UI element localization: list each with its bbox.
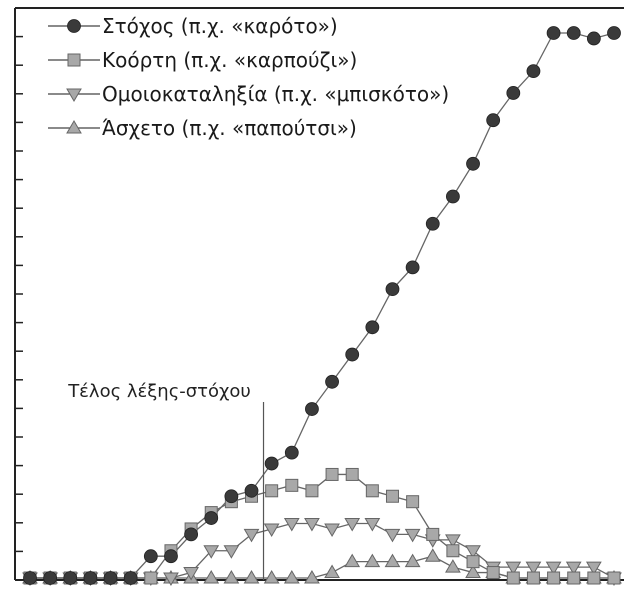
data-point (366, 321, 379, 334)
data-point (265, 571, 279, 583)
data-point (305, 403, 318, 416)
legend: Στόχος (π.χ. «καρότο») Κοόρτη (π.χ. «καρπ… (48, 14, 449, 140)
data-point (245, 571, 259, 583)
data-point (224, 571, 238, 583)
data-point (385, 555, 399, 567)
data-point (286, 479, 298, 491)
data-point (548, 572, 560, 584)
data-point (406, 261, 419, 274)
series-markers (23, 27, 621, 586)
data-point (446, 190, 459, 203)
data-point (467, 556, 479, 568)
data-point (487, 114, 500, 127)
data-point (487, 567, 499, 579)
data-point (224, 546, 238, 558)
data-point (64, 572, 77, 585)
data-point (245, 484, 258, 497)
data-point (345, 555, 359, 567)
data-point (346, 348, 359, 361)
data-point (426, 549, 440, 561)
data-point (365, 555, 379, 567)
data-point (366, 485, 378, 497)
data-point (547, 27, 560, 40)
legend-entry-label: Άσχετο (π.χ. «παπούτσι») (102, 116, 357, 140)
data-point (185, 528, 198, 541)
legend-entry-label: Ομοιοκαταληξία (π.χ. «μπισκότο») (102, 82, 449, 106)
data-point (285, 571, 299, 583)
data-point (567, 27, 580, 40)
data-point (427, 528, 439, 540)
data-point (587, 32, 600, 45)
legend-marker (67, 89, 81, 101)
series-line (30, 524, 614, 579)
data-point (225, 490, 238, 503)
series-lines (30, 33, 614, 578)
data-point (44, 572, 57, 585)
data-point (527, 65, 540, 78)
data-point (325, 566, 339, 578)
data-point (145, 572, 157, 584)
data-point (326, 375, 339, 388)
data-point (205, 512, 218, 525)
data-point (285, 446, 298, 459)
data-point (346, 468, 358, 480)
legend-marker (67, 121, 81, 133)
legend-marker (68, 20, 81, 33)
data-point (164, 550, 177, 563)
data-point (84, 572, 97, 585)
data-point (608, 27, 621, 40)
data-point (306, 485, 318, 497)
data-point (507, 572, 519, 584)
data-point (447, 545, 459, 557)
data-point (385, 529, 399, 541)
data-point (467, 157, 480, 170)
annotation-label: Τέλος λέξης-στόχου (67, 381, 251, 402)
data-point (568, 572, 580, 584)
data-point (124, 572, 137, 585)
data-point (426, 217, 439, 230)
data-point (527, 572, 539, 584)
data-point (365, 519, 379, 531)
series-line (30, 33, 614, 578)
data-point (386, 283, 399, 296)
data-point (588, 572, 600, 584)
legend-entry-label: Κοόρτη (π.χ. «καρπούζι») (102, 48, 357, 72)
legend-marker (68, 54, 80, 66)
data-point (144, 550, 157, 563)
data-point (507, 86, 520, 99)
data-point (204, 571, 218, 583)
data-point (24, 572, 37, 585)
data-point (104, 572, 117, 585)
data-point (386, 490, 398, 502)
data-point (245, 529, 259, 541)
data-point (325, 524, 339, 536)
data-point (265, 457, 278, 470)
data-point (326, 468, 338, 480)
data-point (446, 560, 460, 572)
data-point (608, 572, 620, 584)
data-point (266, 485, 278, 497)
legend-entry-label: Στόχος (π.χ. «καρότο») (102, 14, 338, 38)
data-point (407, 496, 419, 508)
